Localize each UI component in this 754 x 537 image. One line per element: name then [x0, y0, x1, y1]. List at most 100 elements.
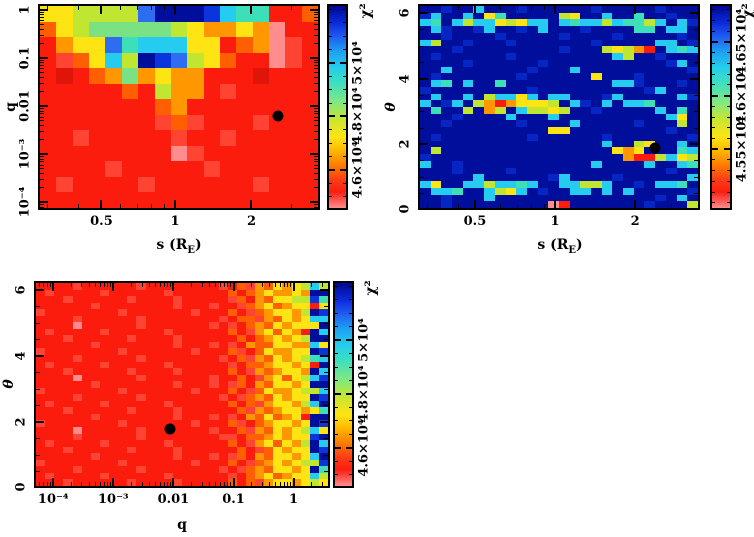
heatmap-cell	[441, 133, 453, 141]
heatmap-cell	[54, 368, 64, 375]
heatmap-cell	[72, 407, 82, 414]
heatmap-cell	[99, 466, 109, 473]
heatmap-cell	[245, 394, 255, 401]
heatmap-cell	[63, 420, 73, 428]
tick-mark	[314, 17, 318, 19]
heatmap-cell	[170, 161, 188, 177]
heatmap-cell	[623, 66, 634, 74]
heatmap-cell	[109, 355, 119, 362]
heatmap-cell	[676, 154, 688, 161]
heatmap-cell	[40, 52, 57, 69]
heatmap-cell	[612, 107, 624, 114]
colorbar-tick	[349, 326, 352, 328]
colorbar-tick	[712, 191, 715, 193]
heatmap-cell	[154, 433, 164, 441]
tick-mark	[420, 12, 428, 15]
heatmap-cell	[484, 59, 495, 67]
heatmap-cell	[236, 192, 253, 208]
heatmap-row	[420, 26, 698, 33]
heatmap-cell	[63, 289, 73, 297]
tick-mark	[40, 34, 44, 36]
heatmap-cell	[90, 459, 100, 467]
heatmap-cell	[601, 167, 613, 175]
heatmap-cell	[291, 459, 301, 467]
tick-mark	[427, 6, 429, 10]
heatmap-cell	[494, 32, 506, 40]
heatmap-cell	[309, 479, 319, 486]
tick-mark	[223, 482, 225, 486]
heatmap-cell	[580, 167, 591, 175]
heatmap-cell	[200, 459, 210, 467]
heatmap-cell	[118, 381, 128, 388]
heatmap-cell	[309, 335, 319, 342]
heatmap-cell	[300, 446, 310, 454]
heatmap-cell	[255, 283, 265, 290]
tick-mark	[40, 168, 44, 170]
heatmap-cell	[494, 174, 506, 182]
heatmap-cell	[526, 140, 538, 148]
heatmap-cell	[494, 147, 506, 155]
heatmap-cell	[56, 68, 73, 84]
heatmap-cell	[154, 6, 171, 22]
heatmap-cell	[633, 6, 645, 13]
heatmap-cell	[269, 6, 286, 22]
heatmap-cell	[291, 400, 301, 408]
heatmap-cell	[687, 73, 698, 81]
heatmap-cell	[170, 83, 188, 100]
heatmap-cell	[136, 407, 146, 414]
colorbar-tick	[346, 339, 352, 342]
heatmap-cell	[203, 114, 220, 131]
colorbar-title: χ²	[363, 280, 379, 296]
colorbar-tick	[335, 380, 338, 382]
heatmap-cell	[209, 427, 219, 434]
heatmap-cell	[665, 120, 677, 128]
heatmap-cell	[145, 341, 155, 349]
heatmap-cell	[484, 53, 495, 60]
tick-mark	[43, 482, 45, 486]
heatmap-cell	[209, 309, 219, 316]
heatmap-cell	[89, 114, 106, 131]
heatmap-cell	[452, 100, 463, 108]
heatmap-cell	[309, 466, 319, 473]
heatmap-cell	[218, 335, 228, 342]
heatmap-cell	[209, 335, 219, 342]
heatmap-cell	[182, 322, 192, 329]
heatmap-cell	[591, 6, 602, 13]
heatmap-cell	[36, 407, 46, 414]
heatmap-cell	[127, 400, 137, 408]
heatmap-cell	[218, 302, 228, 310]
heatmap-cell	[264, 289, 274, 297]
heatmap-cell	[81, 459, 91, 467]
tick-mark	[227, 283, 229, 287]
heatmap-cell	[200, 322, 210, 329]
heatmap-cell	[36, 453, 46, 460]
heatmap-cell	[118, 374, 128, 382]
heatmap-cell	[45, 348, 55, 356]
heatmap-cell	[187, 99, 204, 115]
heatmap-cell	[72, 302, 82, 310]
heatmap-cell	[291, 368, 301, 375]
heatmap-cell	[633, 59, 645, 67]
colorbar-tick	[329, 22, 332, 24]
heatmap-cell	[209, 283, 219, 290]
heatmap-cell	[109, 328, 119, 336]
heatmap-cell	[105, 21, 122, 38]
heatmap-cell	[301, 68, 319, 84]
heatmap-cell	[90, 394, 100, 401]
heatmap-cell	[505, 127, 517, 134]
heatmap-cell	[264, 466, 274, 473]
heatmap-cell	[473, 32, 485, 40]
heatmap-cell	[154, 37, 171, 53]
heatmap-cell	[138, 52, 155, 69]
heatmap-cell	[473, 100, 485, 108]
heatmap-cell	[452, 39, 463, 47]
heatmap-cell	[172, 368, 182, 375]
heatmap-cell	[612, 12, 624, 20]
heatmap-cell	[172, 315, 182, 323]
tick-mark	[314, 11, 318, 13]
heatmap-cell	[420, 53, 431, 60]
heatmap-row	[36, 407, 328, 414]
colorbar-tick	[727, 9, 730, 11]
tick-mark	[324, 306, 328, 308]
